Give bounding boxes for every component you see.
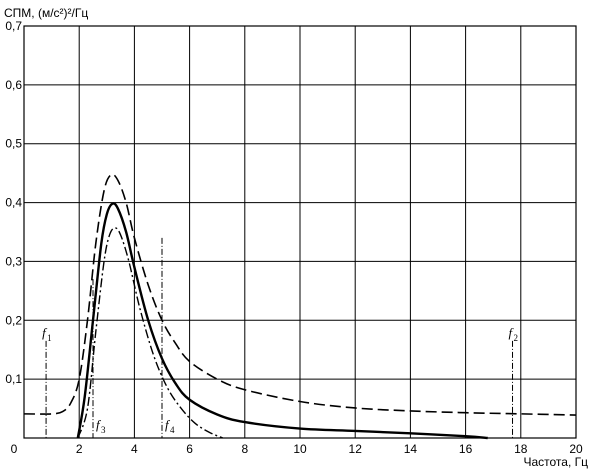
y-axis-title: СПМ, (м/с²)²/Гц	[4, 6, 88, 20]
marker-sub-f3: 3	[101, 425, 106, 435]
x-tick-label: 10	[293, 442, 307, 456]
series-line-dashed	[23, 173, 577, 416]
frequency-markers: f 1f 3 f 4f 2	[42, 237, 519, 438]
y-tick-label: 0,6	[5, 78, 22, 92]
marker-label-f1: f	[42, 325, 48, 340]
x-axis-title: Частота, Гц	[523, 455, 588, 469]
x-tick-label: 12	[349, 442, 363, 456]
grid	[23, 25, 577, 439]
y-tick-label: 0,2	[5, 313, 22, 327]
x-tick-label: 2	[76, 442, 83, 456]
y-tick-label: 0,5	[5, 137, 22, 151]
x-tick-label: 0	[11, 442, 18, 456]
marker-sub-f4: 4	[170, 425, 175, 435]
y-tick-label: 0,7	[5, 19, 22, 33]
x-tick-label: 14	[404, 442, 418, 456]
x-tick-label: 16	[459, 442, 473, 456]
marker-sub-f1: 1	[47, 333, 52, 343]
series-line-solid	[76, 202, 488, 440]
marker-label-f3: f	[96, 417, 102, 432]
x-tick-label: 4	[131, 442, 138, 456]
y-tick-label: 0,4	[5, 196, 22, 210]
marker-label-f2: f	[509, 325, 515, 340]
x-tick-label: 20	[569, 442, 583, 456]
series-line-dash-dot	[77, 227, 223, 439]
x-tick-label: 6	[186, 442, 193, 456]
marker-label-f4: f	[165, 417, 171, 432]
x-tick-label: 18	[514, 442, 528, 456]
tick-labels: 0 2 4 6 8 10 12 14 16 18 200,10,20,30,40,50,60,7	[5, 19, 583, 456]
y-tick-label: 0,3	[5, 254, 22, 268]
x-tick-label: 8	[241, 442, 248, 456]
series-group	[23, 173, 577, 440]
y-tick-label: 0,1	[5, 372, 22, 386]
marker-sub-f2: 2	[514, 333, 519, 343]
